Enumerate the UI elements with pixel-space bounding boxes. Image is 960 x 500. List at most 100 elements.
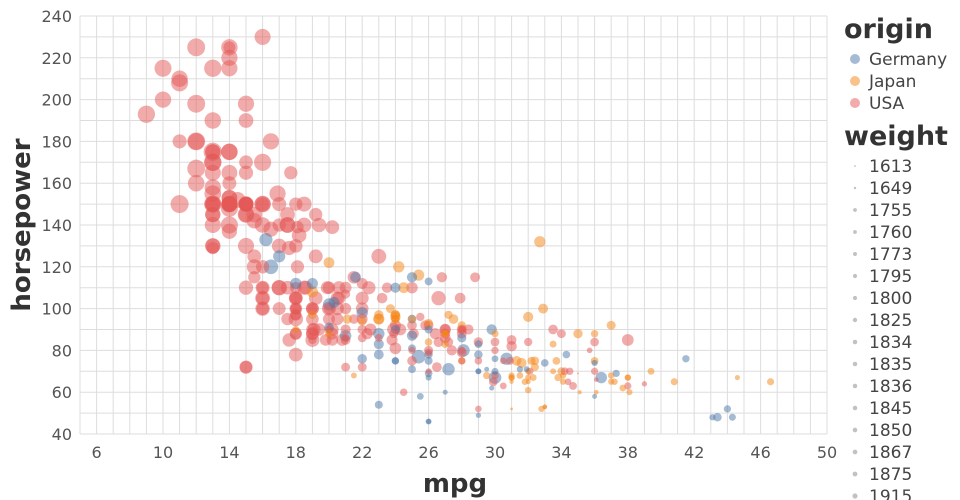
- data-point: [246, 213, 262, 229]
- data-point: [590, 329, 599, 338]
- data-point: [290, 277, 302, 290]
- size-legend-symbol: [853, 208, 857, 212]
- y-tick-label: 80: [52, 341, 72, 360]
- data-point: [436, 272, 448, 283]
- data-point: [408, 365, 416, 374]
- data-point: [221, 223, 238, 239]
- data-point: [187, 38, 206, 57]
- data-point: [239, 155, 253, 170]
- data-point: [309, 207, 323, 222]
- data-point: [573, 328, 583, 339]
- data-point: [424, 277, 433, 286]
- data-point: [446, 345, 457, 356]
- data-point: [556, 329, 566, 339]
- data-point: [590, 337, 599, 347]
- data-point: [670, 378, 678, 386]
- data-point: [357, 324, 367, 335]
- data-point: [488, 377, 498, 387]
- data-point: [187, 94, 206, 113]
- data-point: [425, 368, 432, 375]
- data-point: [624, 374, 631, 381]
- data-point: [289, 239, 303, 253]
- data-point: [529, 374, 537, 381]
- size-legend-label: 1649: [869, 179, 912, 199]
- data-point: [424, 356, 433, 365]
- data-point: [373, 349, 384, 360]
- data-point: [288, 347, 303, 362]
- data-point: [322, 313, 336, 326]
- data-point: [475, 412, 482, 418]
- data-point: [458, 325, 466, 334]
- data-point: [289, 292, 302, 305]
- data-point: [255, 260, 270, 274]
- data-point: [554, 373, 562, 382]
- data-point: [524, 386, 532, 394]
- legend-label-germany: Germany: [869, 50, 947, 70]
- size-legend-symbol: [852, 295, 858, 301]
- data-point: [312, 323, 326, 336]
- data-point: [256, 281, 269, 294]
- data-point: [538, 303, 549, 314]
- size-legend-symbol: [852, 383, 858, 389]
- data-point: [273, 250, 286, 263]
- data-point: [577, 372, 579, 375]
- data-point: [590, 367, 599, 375]
- data-point: [325, 220, 340, 234]
- data-points: [137, 28, 775, 425]
- data-point: [626, 389, 633, 396]
- y-tick-label: 180: [41, 132, 72, 151]
- data-point: [323, 257, 335, 269]
- x-tick-label: 22: [352, 443, 372, 462]
- data-point: [407, 320, 417, 331]
- data-point: [433, 337, 444, 348]
- data-point: [237, 95, 255, 112]
- x-tick-label: 46: [750, 443, 770, 462]
- data-point: [154, 91, 172, 108]
- data-point: [607, 372, 615, 379]
- data-point: [564, 378, 572, 386]
- data-point: [523, 366, 530, 373]
- data-point: [341, 333, 350, 342]
- data-point: [621, 334, 634, 346]
- data-point: [474, 340, 483, 349]
- data-point: [222, 176, 237, 191]
- data-point: [341, 362, 351, 372]
- data-point: [489, 385, 495, 391]
- data-point: [324, 329, 334, 338]
- data-point: [262, 133, 280, 150]
- data-point: [426, 418, 432, 424]
- size-legend-title: weight: [844, 121, 948, 152]
- data-point: [523, 311, 534, 323]
- color-legend-title: origin: [844, 14, 933, 45]
- data-point: [577, 390, 582, 395]
- y-tick-label: 100: [41, 300, 72, 319]
- data-point: [491, 330, 499, 338]
- data-point: [350, 271, 361, 283]
- data-point: [406, 281, 418, 294]
- data-point: [170, 195, 189, 214]
- data-point: [238, 280, 254, 295]
- size-legend-entries: 1613164917551760177317951800182518341835…: [852, 157, 912, 500]
- data-point: [205, 206, 221, 223]
- data-point: [490, 337, 500, 347]
- x-tick-label: 10: [153, 443, 173, 462]
- size-legend-symbol: [852, 405, 858, 411]
- data-point: [292, 325, 300, 334]
- data-point: [734, 374, 740, 381]
- data-point: [508, 374, 515, 381]
- data-point: [154, 59, 172, 77]
- data-point: [254, 28, 271, 45]
- data-point: [306, 286, 319, 298]
- data-point: [357, 333, 367, 343]
- x-tick-label: 42: [684, 443, 704, 462]
- data-point: [766, 378, 775, 386]
- data-point: [374, 310, 384, 320]
- y-tick-label: 200: [41, 91, 72, 110]
- size-legend-symbol: [853, 230, 857, 234]
- data-point: [391, 357, 399, 365]
- data-point: [593, 389, 599, 395]
- x-axis-title: mpg: [423, 469, 487, 499]
